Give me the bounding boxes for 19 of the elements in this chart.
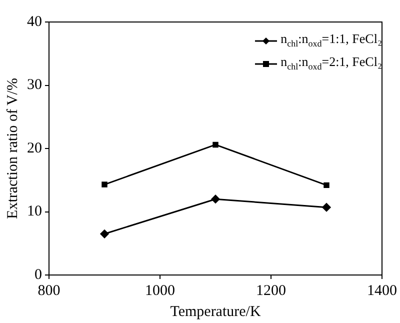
y-tick-label: 40 [27, 14, 42, 30]
legend-label: n$_{chl}$:n$_{oxd}$=2:1, FeCl₂ [280, 52, 382, 74]
x-axis-title: Temperature/K [170, 304, 261, 320]
point [211, 194, 220, 204]
x-tick-label: 800 [38, 282, 60, 299]
point [102, 182, 108, 188]
point [324, 182, 330, 188]
y-axis-title: Extraction ratio of V/% [4, 78, 21, 219]
y-tick-label: 30 [27, 77, 42, 94]
legend-label: n$_{chl}$:n$_{oxd}$=1:1, FeCl₂ [280, 30, 382, 51]
x-tick-label: 1000 [145, 282, 175, 299]
point [322, 203, 331, 212]
point [212, 142, 218, 148]
y-tick-label: 0 [34, 266, 42, 283]
y-tick-label: 10 [27, 204, 42, 220]
point [100, 230, 109, 238]
x-tick-label: 1200 [256, 282, 286, 299]
y-tick-label: 20 [27, 140, 42, 156]
x-tick-label: 1400 [367, 282, 397, 299]
